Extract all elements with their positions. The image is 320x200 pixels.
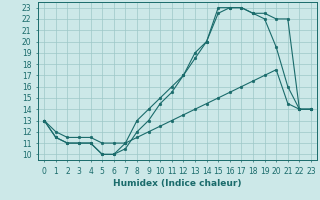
X-axis label: Humidex (Indice chaleur): Humidex (Indice chaleur) bbox=[113, 179, 242, 188]
